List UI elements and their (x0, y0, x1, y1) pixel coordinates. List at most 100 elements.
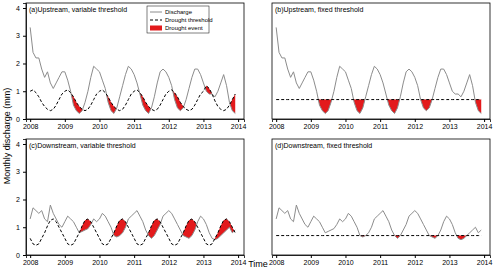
x-tick-label: 2011 (373, 259, 388, 266)
x-tick-mark (345, 119, 346, 122)
y-tick-label: 1 (16, 224, 20, 231)
x-axis-line (273, 120, 491, 123)
y-tick: 2 (16, 196, 26, 203)
x-tick-mark (311, 119, 312, 122)
x-tick-label: 2011 (373, 123, 388, 130)
panel: 2008200920102011201220132014(d)Downstrea… (269, 139, 493, 266)
x-tick-mark (415, 119, 416, 122)
plot-frame (272, 139, 490, 255)
x-tick-label: 2008 (269, 123, 285, 130)
x-axis-title: Time (248, 259, 268, 269)
x-tick-label: 2010 (338, 259, 354, 266)
x-tick: 2012 (408, 255, 424, 266)
y-tick-mark (23, 8, 26, 9)
x-tick: 2010 (92, 255, 108, 266)
drought-event-area (276, 100, 481, 114)
x-tick: 2014 (477, 119, 493, 130)
x-tick-mark (415, 255, 416, 258)
x-tick-label: 2013 (196, 259, 212, 266)
discharge-line (276, 27, 481, 113)
y-tick-mark (23, 63, 26, 64)
legend-label: Discharge (165, 9, 193, 15)
x-tick-label: 2009 (58, 259, 74, 266)
y-tick-mark (23, 144, 26, 145)
x-tick-mark (345, 255, 346, 258)
y-tick-mark (23, 36, 26, 37)
x-tick-label: 2013 (442, 123, 458, 130)
x-tick-mark (449, 255, 450, 258)
legend-swatch (150, 20, 162, 21)
panel-title: (a)Upstream, variable threshold (29, 6, 127, 14)
x-tick: 2012 (408, 119, 424, 130)
x-tick: 2011 (373, 119, 388, 130)
x-tick-mark (134, 119, 135, 122)
x-tick-label: 2012 (162, 259, 178, 266)
x-tick-label: 2013 (196, 123, 212, 130)
y-tick-mark (23, 91, 26, 92)
y-tick: 4 (16, 141, 26, 148)
x-tick: 2008 (23, 119, 39, 130)
x-tick: 2014 (231, 255, 247, 266)
x-axis: 2008 2009 2010 2011 2012 2013 2014 (269, 119, 493, 130)
x-tick-label: 2008 (269, 259, 285, 266)
panel-title: (d)Downstream, fixed threshold (275, 142, 372, 150)
plot-frame (26, 3, 244, 119)
x-tick-label: 2014 (231, 123, 247, 130)
panel: 200820092010201120122013201401234(c)Down… (16, 139, 246, 266)
y-tick-label: 3 (16, 32, 20, 39)
legend-swatch (150, 26, 162, 31)
x-tick-label: 2014 (477, 123, 493, 130)
x-tick-mark (484, 255, 485, 258)
legend-label: Drought threshold (165, 17, 213, 23)
x-axis: 2008200920102011201220132014 (23, 119, 247, 130)
x-tick: 2008 (269, 255, 285, 266)
y-tick: 1 (16, 88, 26, 95)
x-axis: 2008200920102011201220132014 (269, 255, 493, 266)
y-tick: 2 (16, 60, 26, 67)
x-tick-mark (311, 255, 312, 258)
x-tick: 2010 (338, 119, 354, 130)
y-tick-label: 4 (16, 141, 20, 148)
y-axis-title: Monthly discharge (mm) (2, 88, 12, 185)
y-tick: 0 (16, 116, 26, 123)
x-tick-label: 2010 (92, 123, 108, 130)
y-tick-mark (23, 255, 26, 256)
x-axis-line (27, 120, 245, 123)
y-tick-mark (23, 199, 26, 200)
x-tick: 2010 (92, 119, 108, 130)
x-tick-mark (65, 119, 66, 122)
y-tick-label: 1 (16, 88, 20, 95)
x-tick: 2012 (162, 119, 178, 130)
x-tick-mark (276, 255, 277, 258)
y-tick-mark (23, 119, 26, 120)
x-tick: 2014 (477, 255, 493, 266)
y-axis-line (23, 4, 27, 120)
legend-swatch (150, 12, 162, 13)
y-tick-label: 3 (16, 168, 20, 175)
x-tick-mark (169, 119, 170, 122)
y-tick-label: 2 (16, 196, 20, 203)
x-tick-label: 2010 (338, 123, 354, 130)
y-tick-mark (23, 172, 26, 173)
x-tick: 2013 (196, 119, 212, 130)
x-tick-mark (484, 119, 485, 122)
y-tick: 3 (16, 32, 26, 39)
y-tick: 3 (16, 168, 26, 175)
y-tick-label: 4 (16, 5, 20, 12)
y-axis: 01234 (16, 140, 26, 259)
x-tick-mark (65, 255, 66, 258)
x-tick-label: 2014 (231, 259, 247, 266)
x-tick-label: 2011 (127, 259, 142, 266)
plot-area (30, 27, 235, 113)
x-tick-mark (99, 255, 100, 258)
x-tick: 2011 (373, 255, 388, 266)
plot-frame (26, 139, 244, 255)
x-tick-label: 2012 (408, 259, 424, 266)
x-tick-mark (203, 119, 204, 122)
drought-event-area (30, 86, 235, 114)
x-tick-label: 2009 (304, 123, 320, 130)
x-tick-label: 2012 (408, 123, 424, 130)
x-tick-label: 2013 (442, 259, 458, 266)
x-tick: 2008 (269, 119, 285, 130)
x-tick: 2009 (58, 119, 74, 130)
